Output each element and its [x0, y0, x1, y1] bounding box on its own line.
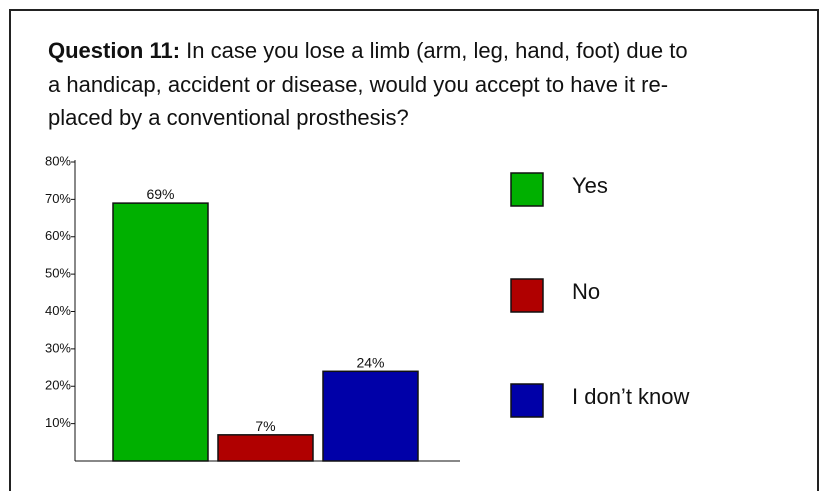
- bar: [217, 434, 314, 462]
- title-prefix: Question 11:: [48, 38, 180, 63]
- y-tick-label: 70%: [45, 191, 71, 206]
- y-tick-label: 80%: [45, 153, 71, 168]
- chart-title: Question 11: In case you lose a limb (ar…: [48, 38, 688, 63]
- y-tick-label: 30%: [45, 340, 71, 355]
- data-label: 24%: [356, 354, 384, 370]
- legend-label: No: [572, 279, 600, 304]
- y-tick-label: 50%: [45, 266, 71, 281]
- y-tick-label: 60%: [45, 228, 71, 243]
- title-line: In case you lose a limb (arm, leg, hand,…: [186, 38, 687, 63]
- data-label: 69%: [146, 186, 174, 202]
- legend-swatch: [510, 383, 544, 418]
- data-label: 7%: [255, 418, 275, 434]
- title-line: placed by a conventional prosthesis?: [48, 105, 409, 130]
- legend-label: I don’t know: [572, 384, 690, 409]
- title-line: a handicap, accident or disease, would y…: [48, 72, 668, 97]
- y-tick-label: 40%: [45, 303, 71, 318]
- legend-swatch: [510, 278, 544, 313]
- bar: [112, 202, 209, 462]
- y-tick-label: 20%: [45, 378, 71, 393]
- y-tick-label: 10%: [45, 415, 71, 430]
- legend-label: Yes: [572, 173, 608, 198]
- bar: [322, 370, 419, 462]
- legend-swatch: [510, 172, 544, 207]
